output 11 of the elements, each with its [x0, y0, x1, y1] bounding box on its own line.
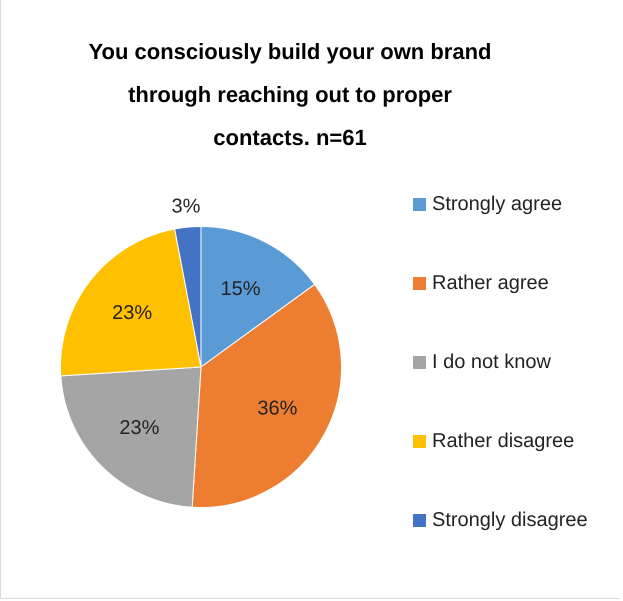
data-label: 23% — [119, 417, 160, 440]
legend-label: Strongly agree — [432, 193, 562, 216]
legend-label: I do not know — [432, 351, 551, 374]
chart-title: You consciously build your own brand through reaching out to proper contacts. n=61 — [88, 38, 492, 152]
legend-label: Strongly disagree — [432, 509, 588, 532]
data-label: 3% — [171, 196, 201, 218]
legend-label: Rather disagree — [432, 430, 574, 453]
data-label: 36% — [257, 397, 298, 420]
legend-label: Rather agree — [432, 272, 549, 295]
data-label: 23% — [112, 302, 152, 324]
data-label: 15% — [220, 278, 261, 300]
